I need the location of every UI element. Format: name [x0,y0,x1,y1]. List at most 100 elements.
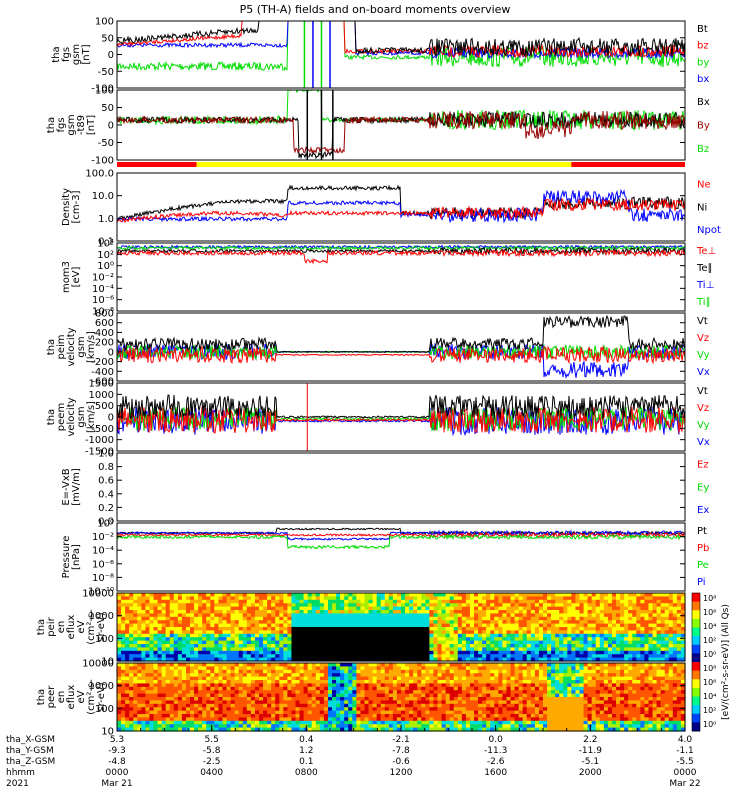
ytick-label: 1000 [89,390,114,401]
colorbar-cell [692,687,700,697]
trace-peim-vy [116,343,686,360]
ylabel-peim_velocity: gsm [76,336,87,357]
ytick-label: 10⁻⁸ [92,573,114,584]
xtick-y: -9.3 [108,746,126,756]
trace-peem-vz [116,406,686,434]
xtick-hhmm: 2000 [579,768,602,778]
ytick-label: -400 [91,367,114,378]
ytick-label: 10 [101,727,114,738]
ylabel-fgs_dsl: gsm [66,114,77,135]
xtick-date: Mar 21 [101,779,132,789]
panel-frame-peim_velocity [116,312,686,382]
colorbar-tick: 10⁶ [703,678,716,687]
ytick-label: 0.4 [98,489,114,500]
ytick-label: 0.6 [98,476,114,487]
ylabel-efield: [mV/m] [71,468,82,506]
ytick-label: 10⁰ [97,519,114,530]
ytick-label: 100 [95,704,114,715]
legend-peem_velocity-Vy: Vy [697,420,710,431]
ylabel-peir_eflux: (cm²-s- [86,609,97,645]
ylabel-fgs_dsl: [nT] [86,115,97,135]
ylabel-peir_eflux: eV [76,620,87,633]
ytick-label: 0.0 [98,517,114,528]
colorbar-tick: 10⁶ [703,608,716,617]
colorbar-tick: 10⁸ [703,594,716,603]
panel-frame-peir_eflux [116,592,686,662]
ytick-label: 400 [95,328,114,339]
ytick-label: 0 [108,347,114,358]
legend-temperature-Te⊥: Te⊥ [696,246,716,257]
ytick-label: 10⁰ [97,261,114,272]
legend-fgs_dsl-Bz: Bz [697,144,709,155]
colorbar-cell [692,593,700,603]
spectrogram-ion [117,593,686,662]
legend-peem_velocity-Vt: Vt [697,386,708,397]
legend-peem_velocity-Vz: Vz [697,403,709,414]
ylabel-peir_eflux: tha [36,619,47,635]
xaxis-row-label: tha_Y-GSM [6,746,54,756]
ylabel-pressure: Pressure [61,536,72,579]
ytick-label: -1500 [85,447,114,458]
ylabel-peer_eflux: eV [76,690,87,703]
trace-pe [116,533,686,550]
xtick-x: -2.1 [392,735,410,745]
ylabel-efield: E=-VxB [61,468,72,505]
colorbar-tick: 10⁸ [703,664,716,673]
ytick-label: 100 [95,86,114,97]
region-bar [117,162,197,167]
legend-pressure-Pt: Pt [697,526,707,537]
colorbar-cell [692,601,700,611]
ytick-label: 10⁻⁸ [92,307,114,318]
ylabel-fgs_gsm: fgs [61,47,72,62]
text-layer: P5 (TH-A) fields and on-board moments ov… [6,3,731,789]
legend-temperature-Ti⊥: Ti⊥ [696,280,714,291]
ytick-label: 1500 [89,379,114,390]
xaxis-row-label: tha_X-GSM [6,735,55,745]
legend-fgs_dsl-By: By [697,121,710,132]
colorbar-cell [692,636,700,646]
ytick-label: -100 [91,84,114,95]
ylabel-peir_eflux: eflux [66,615,77,640]
colorbar-tick: 10⁰ [703,650,716,659]
colorbar-cell [692,644,700,654]
panel-frame-density [116,172,686,242]
panel-frame-efield [116,452,686,522]
ytick-label: 600 [95,318,114,329]
legend-fgs_dsl-Bx: Bx [697,97,710,108]
ylabel-peer_eflux: eflux [66,685,77,710]
xtick-date: Mar 22 [669,779,700,789]
xaxis-row-label: hhmm [6,768,35,778]
ylabel-peem_velocity: gsm [76,406,87,427]
trace-pi [116,529,686,541]
xtick-y: 1.2 [299,746,313,756]
ylabel-fgs_dsl: fgs [56,117,67,132]
ylabel-peem_velocity: tha [46,409,57,425]
colorbar-cell [692,679,700,689]
ytick-label: -600 [91,377,114,388]
xtick-hhmm: 0000 [674,768,697,778]
xtick-x: 2.2 [583,735,597,745]
xaxis-row-label: 2021 [6,779,29,789]
ylabel-fgs_gsm: tha [51,46,62,62]
ytick-label: 10⁻⁴ [92,284,114,295]
ylabel-fgs_gsm: [nT] [81,44,92,64]
ytick-label: 10.0 [92,191,114,202]
legend-peim_velocity-Vt: Vt [697,316,708,327]
ytick-label: 10⁻⁶ [92,559,114,570]
ylabel-peer_eflux: (cm²-s- [86,679,97,715]
ylabel-peer_eflux: sr-eV) [96,682,107,711]
ylabel-peer_eflux: tha [36,689,47,705]
legend-density-Ne: Ne [697,180,711,191]
ylabel-pressure: [nPa] [71,544,82,570]
ytick-label: 1000 [89,611,114,622]
ytick-label: 50 [101,33,114,44]
ytick-label: 0 [108,50,114,61]
ylabel-peem_velocity: velocity [66,397,77,436]
ylabel-peim_velocity: peim [56,334,67,359]
ylabel-peir_eflux: peir [46,616,57,636]
colorbar-frame [691,592,701,732]
trace-peim-vz [116,345,686,365]
legend-density-Ni: Ni [697,202,707,213]
colorbar-cell [692,627,700,637]
legend-temperature-Ti∥: Ti∥ [696,297,711,308]
